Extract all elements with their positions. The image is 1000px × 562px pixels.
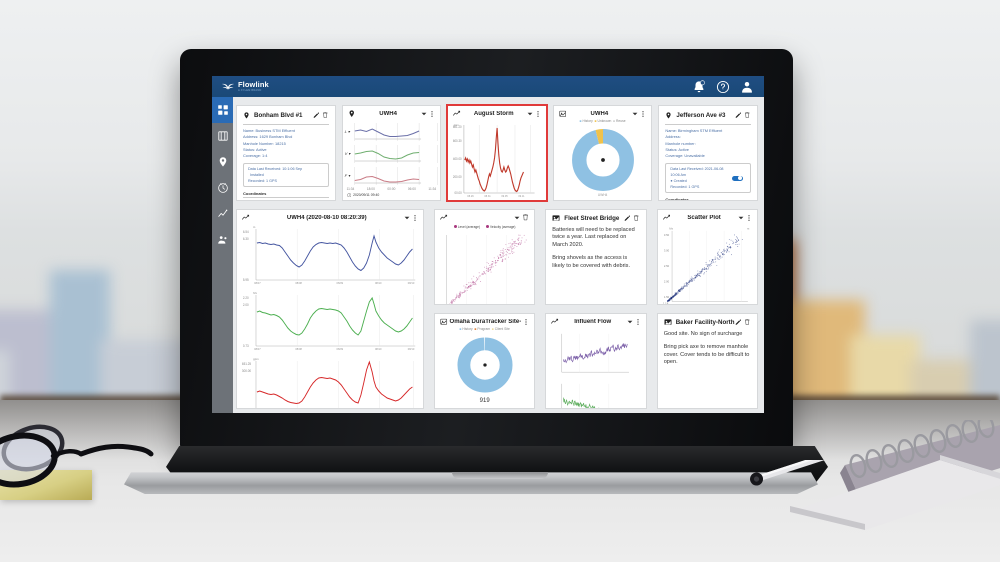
svg-text:300.00: 300.00 bbox=[242, 368, 251, 372]
svg-text:651.25: 651.25 bbox=[242, 361, 251, 365]
svg-text:600.30: 600.30 bbox=[453, 138, 462, 142]
svg-text:1.18: 1.18 bbox=[663, 301, 669, 305]
svg-text:08/07: 08/07 bbox=[254, 280, 261, 284]
svg-text:801.20: 801.20 bbox=[453, 124, 462, 128]
svg-text:6.00: 6.00 bbox=[686, 304, 692, 305]
svg-text:4.25: 4.25 bbox=[669, 304, 675, 305]
svg-text:08/10: 08/10 bbox=[408, 280, 415, 284]
svg-text:08.31: 08.31 bbox=[485, 193, 492, 197]
svg-text:2.00: 2.00 bbox=[243, 302, 249, 306]
svg-text:00.00: 00.00 bbox=[455, 190, 462, 194]
svg-text:10.00: 10.00 bbox=[719, 304, 726, 305]
svg-text:08/08: 08/08 bbox=[295, 280, 302, 284]
svg-text:6.54: 6.54 bbox=[243, 229, 249, 233]
svg-text:08/08: 08/08 bbox=[295, 346, 302, 350]
svg-text:08/09: 08/09 bbox=[337, 280, 344, 284]
svg-text:5.95: 5.95 bbox=[243, 277, 249, 281]
svg-text:09.05: 09.05 bbox=[502, 193, 509, 197]
svg-text:08/09: 08/09 bbox=[337, 346, 344, 350]
svg-text:3.50: 3.50 bbox=[663, 233, 669, 237]
svg-text:08/10: 08/10 bbox=[408, 346, 415, 350]
svg-text:200.00: 200.00 bbox=[453, 174, 462, 178]
svg-text:1.50: 1.50 bbox=[663, 295, 669, 299]
svg-text:in: in bbox=[253, 224, 256, 228]
svg-text:08/10: 08/10 bbox=[375, 280, 382, 284]
svg-text:09.11: 09.11 bbox=[519, 193, 526, 197]
svg-text:08/07: 08/07 bbox=[254, 346, 261, 350]
svg-text:2.00: 2.00 bbox=[663, 279, 669, 283]
svg-text:6.30: 6.30 bbox=[243, 236, 249, 240]
svg-text:ft/s: ft/s bbox=[253, 290, 257, 294]
svg-text:3.00: 3.00 bbox=[663, 248, 669, 252]
svg-text:400.00: 400.00 bbox=[453, 156, 462, 160]
svg-text:0.73: 0.73 bbox=[243, 343, 249, 347]
svg-text:11.88: 11.88 bbox=[737, 304, 744, 305]
svg-text:2.20: 2.20 bbox=[243, 295, 249, 299]
svg-text:ft/s: ft/s bbox=[669, 226, 673, 230]
svg-text:m: m bbox=[747, 227, 749, 230]
svg-text:2.50: 2.50 bbox=[663, 264, 669, 268]
svg-text:gpm: gpm bbox=[253, 356, 259, 360]
svg-text:8.00: 8.00 bbox=[704, 304, 710, 305]
svg-text:08/10: 08/10 bbox=[375, 346, 382, 350]
svg-text:08.26: 08.26 bbox=[468, 193, 475, 197]
